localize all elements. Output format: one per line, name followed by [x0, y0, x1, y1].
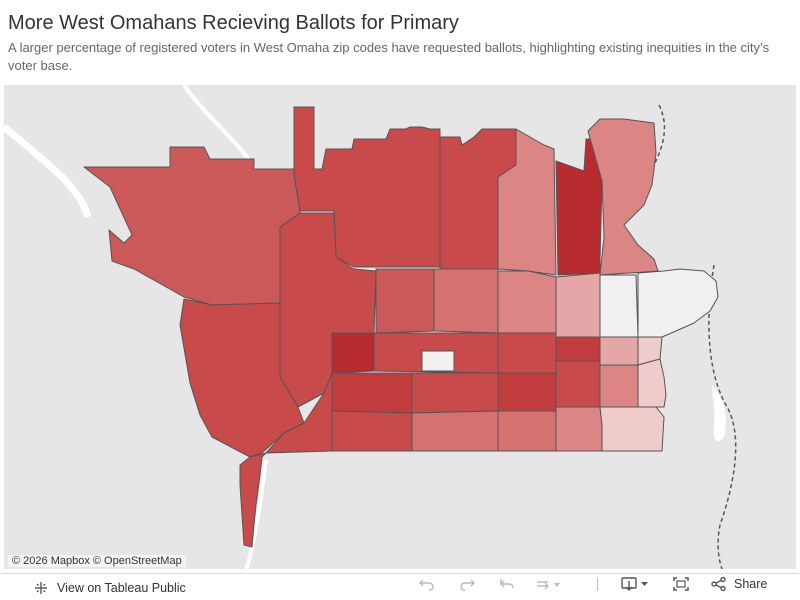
download-icon: [620, 576, 650, 592]
river-west: [4, 124, 92, 219]
undo-icon: [418, 576, 436, 592]
zip-region[interactable]: [331, 410, 413, 452]
zip-region[interactable]: [497, 372, 557, 412]
undo-button[interactable]: [418, 574, 436, 594]
zip-region[interactable]: [411, 372, 499, 414]
revert-icon: [498, 576, 516, 592]
zip-code-choropleth[interactable]: [4, 85, 796, 569]
zip-region[interactable]: [331, 372, 413, 414]
state-boundary: [653, 104, 737, 569]
zip-region[interactable]: [555, 360, 601, 408]
view-on-tableau-link[interactable]: View on Tableau Public: [33, 578, 186, 598]
map-attribution[interactable]: © 2026 Mapbox © OpenStreetMap: [8, 555, 186, 567]
fullscreen-button[interactable]: [672, 574, 690, 594]
dashboard-title: More West Omahans Recieving Ballots for …: [8, 12, 459, 34]
zip-region[interactable]: [555, 406, 603, 452]
download-button[interactable]: [620, 574, 650, 594]
zip-region[interactable]: [331, 332, 375, 374]
map-view[interactable]: © 2026 Mapbox © OpenStreetMap: [4, 85, 796, 569]
redo-button[interactable]: [458, 574, 476, 594]
fullscreen-icon: [672, 576, 690, 592]
zip-region[interactable]: [497, 410, 557, 452]
zip-region[interactable]: [599, 364, 639, 408]
zip-region[interactable]: [433, 268, 499, 334]
dashboard-subtitle: A larger percentage of registered voters…: [8, 40, 770, 73]
zip-region[interactable]: [179, 298, 305, 458]
redo-icon: [458, 576, 476, 592]
zip-region[interactable]: [599, 406, 665, 452]
share-label: Share: [734, 577, 768, 591]
zip-region[interactable]: [599, 336, 639, 366]
zip-region[interactable]: [411, 410, 499, 452]
zip-region[interactable]: [375, 268, 435, 334]
share-button[interactable]: Share: [710, 574, 767, 594]
zip-region[interactable]: [555, 272, 601, 338]
zip-region[interactable]: [637, 358, 667, 408]
refresh-icon: [534, 576, 560, 592]
zip-region[interactable]: [599, 274, 639, 338]
tableau-toolbar: View on Tableau Public Share: [0, 573, 800, 600]
lake: [712, 385, 727, 441]
revert-button[interactable]: [498, 574, 516, 594]
zip-region[interactable]: [497, 332, 557, 374]
zip-region[interactable]: [421, 350, 455, 372]
zip-region[interactable]: [497, 270, 561, 334]
zip-region[interactable]: [239, 452, 267, 548]
zip-region[interactable]: [555, 336, 601, 362]
tableau-logo-icon: [33, 580, 49, 596]
refresh-button[interactable]: [534, 574, 560, 594]
share-icon: [710, 576, 728, 592]
zip-region[interactable]: [587, 118, 659, 276]
toolbar-separator: [597, 578, 598, 591]
view-on-tableau-label: View on Tableau Public: [57, 581, 186, 595]
